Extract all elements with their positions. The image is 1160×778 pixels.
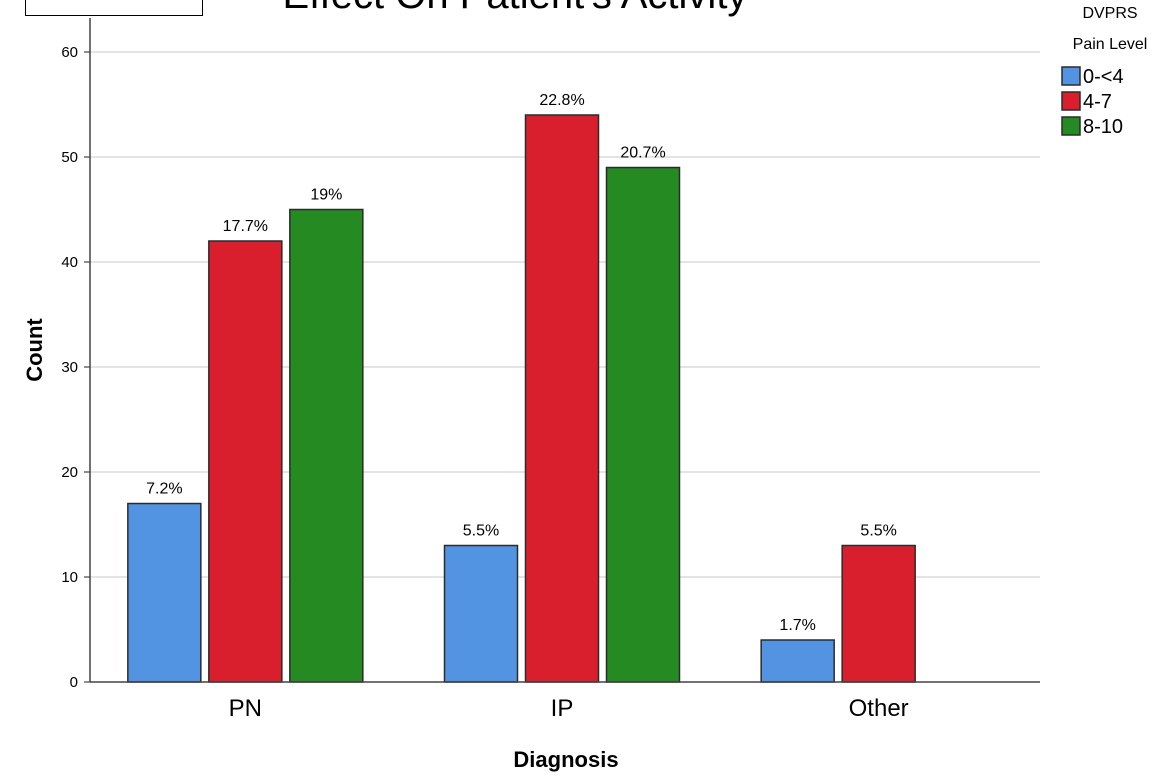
bar-pn-series-0: [127, 502, 202, 683]
bar-ip-series-0: [443, 544, 519, 683]
bar-data-label: 1.7%: [779, 617, 815, 634]
legend-title-line-1: DVPRS: [1082, 5, 1137, 22]
bars: [127, 114, 916, 683]
bar-data-label: 5.5%: [860, 523, 896, 540]
y-tick-label: 60: [61, 44, 78, 61]
legend-label: 0-<4: [1083, 66, 1124, 88]
legend-label: 4-7: [1083, 91, 1112, 113]
legend-swatch: [1061, 116, 1081, 136]
bar-data-label: 17.7%: [223, 218, 268, 235]
legend-swatch: [1061, 91, 1081, 111]
legend-label: 8-10: [1083, 116, 1123, 138]
legend: DVPRS Pain Level 0-<4 4-7 8-10: [1061, 5, 1148, 138]
bar-data-label: 7.2%: [146, 481, 182, 498]
axes: 0 10 20 30 40 50 60 PN IP Other: [61, 18, 1040, 722]
chart-title: Effect On Patient's Activity: [283, 0, 748, 17]
bar-data-label: 22.8%: [539, 92, 584, 109]
bar-pn-series-2: [289, 208, 364, 683]
x-tick-label: PN: [229, 695, 262, 722]
data-labels: 7.2% 17.7% 19% 5.5% 22.8% 20.7% 1.7% 5.5%: [146, 92, 897, 634]
y-tick-label: 50: [61, 149, 78, 166]
y-tick-label: 40: [61, 254, 78, 271]
y-tick-label: 30: [61, 359, 78, 376]
bar-data-label: 19%: [310, 187, 342, 204]
x-tick-label: IP: [551, 695, 574, 722]
bar-data-label: 20.7%: [620, 145, 665, 162]
bar-pn-series-1: [208, 240, 283, 683]
bar-ip-series-1: [524, 114, 600, 683]
bar-other-series-0: [760, 639, 835, 683]
y-tick-label: 0: [70, 674, 78, 691]
legend-title-line-2: Pain Level: [1073, 36, 1148, 53]
bar-ip-series-2: [605, 166, 681, 683]
bar-data-label: 5.5%: [463, 523, 499, 540]
x-tick-label: Other: [849, 695, 909, 722]
x-axis-title: Diagnosis: [513, 747, 618, 772]
y-tick-label: 10: [61, 569, 78, 586]
y-tick-label: 20: [61, 464, 78, 481]
legend-swatch: [1061, 66, 1081, 86]
corner-box: [25, 0, 203, 16]
y-axis-title: Count: [22, 318, 47, 382]
bar-other-series-1: [841, 544, 916, 683]
